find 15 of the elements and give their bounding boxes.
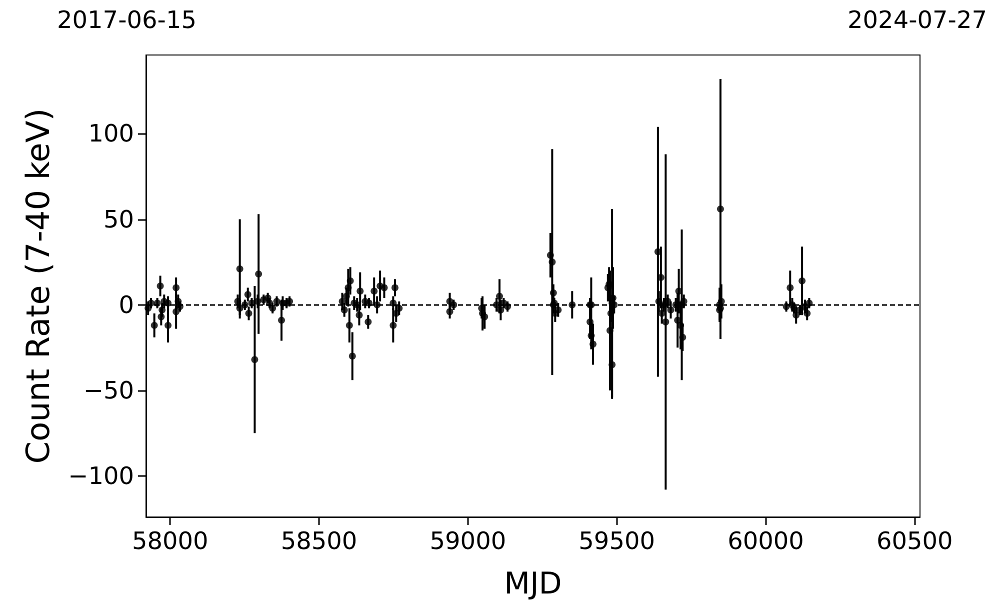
y-axis-title: Count Rate (7-40 keV) bbox=[19, 108, 57, 464]
text: 2017-06-15 bbox=[57, 6, 196, 34]
x-tick-label: 60000 bbox=[728, 527, 804, 555]
y-tick-label: 50 bbox=[103, 205, 134, 234]
x-tick-label: 58000 bbox=[132, 527, 208, 555]
x-axis-title: MJD bbox=[504, 566, 562, 602]
y-tick-label: 0 bbox=[118, 290, 134, 319]
y-tick-label: 100 bbox=[88, 120, 134, 148]
text: 2024-07-27 bbox=[848, 6, 988, 34]
x-tick-label: 60500 bbox=[876, 527, 953, 555]
x-tick-label: 59000 bbox=[430, 527, 506, 555]
x-tick-label: 58500 bbox=[280, 527, 358, 555]
y-tick-label: −50 bbox=[83, 376, 134, 404]
x-tick-label: 59500 bbox=[578, 527, 656, 555]
y-tick-label: −100 bbox=[68, 462, 134, 490]
